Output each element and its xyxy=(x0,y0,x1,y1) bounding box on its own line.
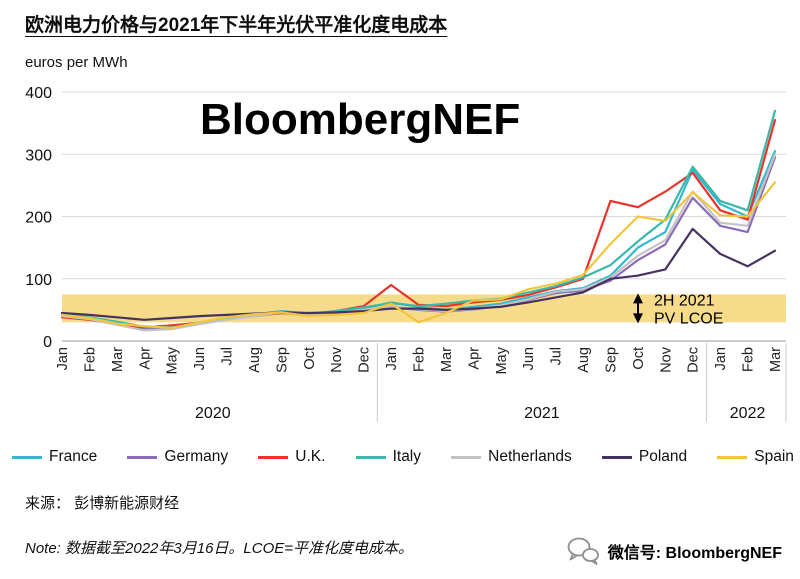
legend-label: Germany xyxy=(164,448,229,465)
chart-legend: France Germany U.K. Italy Netherlands Poland S… xyxy=(12,448,794,466)
svg-text:Nov: Nov xyxy=(329,346,345,373)
price-chart: 0 100 200 300 400 Jan Feb Mar Apr May Jun Jul Aug Sep… xyxy=(25,85,787,422)
legend-swatch xyxy=(451,455,482,459)
svg-text:Mar: Mar xyxy=(768,347,784,372)
legend-item-netherlands: Netherlands xyxy=(451,448,572,466)
svg-text:2021: 2021 xyxy=(524,405,560,422)
series-uk xyxy=(60,118,777,329)
svg-text:Jul: Jul xyxy=(549,347,565,366)
svg-text:300: 300 xyxy=(25,147,52,164)
legend-label: France xyxy=(49,448,98,465)
legend-swatch xyxy=(717,455,748,459)
svg-text:Sep: Sep xyxy=(274,347,290,373)
svg-text:200: 200 xyxy=(25,210,52,227)
svg-text:2022: 2022 xyxy=(730,405,766,422)
svg-text:Jun: Jun xyxy=(192,347,208,370)
note-line: Note: 数据截至2022年3月16日。LCOE=平准化度电成本。 xyxy=(25,540,414,557)
svg-text:100: 100 xyxy=(25,272,52,289)
svg-text:Feb: Feb xyxy=(741,347,757,372)
svg-text:0: 0 xyxy=(43,334,52,351)
svg-text:Nov: Nov xyxy=(658,346,674,373)
legend-item-germany: Germany xyxy=(127,448,228,466)
legend-item-france: France xyxy=(12,448,97,466)
legend-item-uk: U.K. xyxy=(258,448,325,466)
svg-text:Oct: Oct xyxy=(302,347,318,370)
svg-text:Feb: Feb xyxy=(412,347,428,372)
series-poland xyxy=(60,227,777,321)
svg-text:Jul: Jul xyxy=(220,347,236,366)
wechat-label: 微信号: BloombergNEF xyxy=(607,545,782,562)
legend-swatch xyxy=(355,455,386,459)
legend-label: Netherlands xyxy=(488,448,572,465)
svg-text:Aug: Aug xyxy=(576,347,592,373)
y-axis-unit-label: euros per MWh xyxy=(25,54,128,71)
legend-swatch xyxy=(601,455,632,459)
svg-text:Apr: Apr xyxy=(466,347,482,370)
svg-text:PV LCOE: PV LCOE xyxy=(654,310,723,327)
svg-text:Jun: Jun xyxy=(521,347,537,370)
legend-label: Spain xyxy=(754,448,794,465)
svg-text:Apr: Apr xyxy=(137,347,153,370)
watermark-text: BloombergNEF xyxy=(200,95,520,144)
svg-text:Jan: Jan xyxy=(713,347,729,370)
svg-text:Jan: Jan xyxy=(384,347,400,370)
svg-text:Aug: Aug xyxy=(247,347,263,373)
series-spain xyxy=(60,181,777,329)
svg-text:Mar: Mar xyxy=(110,347,126,372)
wechat-icon xyxy=(567,537,599,565)
svg-text:May: May xyxy=(494,346,510,374)
svg-text:Dec: Dec xyxy=(357,347,373,373)
svg-text:Dec: Dec xyxy=(686,347,702,373)
legend-label: U.K. xyxy=(295,448,326,465)
svg-text:Mar: Mar xyxy=(439,347,455,372)
legend-swatch xyxy=(12,455,42,459)
svg-text:May: May xyxy=(165,346,181,374)
svg-text:2H 2021: 2H 2021 xyxy=(654,292,715,309)
page-title: 欧洲电力价格与2021年下半年光伏平准化度电成本 xyxy=(25,15,448,36)
legend-label: Italy xyxy=(392,448,422,465)
svg-text:Feb: Feb xyxy=(82,347,98,372)
legend-swatch xyxy=(127,455,158,459)
wechat-badge: 微信号: BloombergNEF xyxy=(566,536,782,566)
svg-text:Oct: Oct xyxy=(631,347,647,370)
legend-item-spain: Spain xyxy=(717,448,794,466)
svg-text:400: 400 xyxy=(25,85,52,102)
source-line: 来源： 彭博新能源财经 xyxy=(25,495,180,512)
svg-text:Sep: Sep xyxy=(603,347,619,373)
legend-item-italy: Italy xyxy=(355,448,422,466)
legend-swatch xyxy=(258,455,289,459)
svg-text:Jan: Jan xyxy=(55,347,71,370)
svg-text:2020: 2020 xyxy=(195,405,231,422)
legend-label: Poland xyxy=(638,448,688,465)
legend-item-poland: Poland xyxy=(601,448,688,466)
